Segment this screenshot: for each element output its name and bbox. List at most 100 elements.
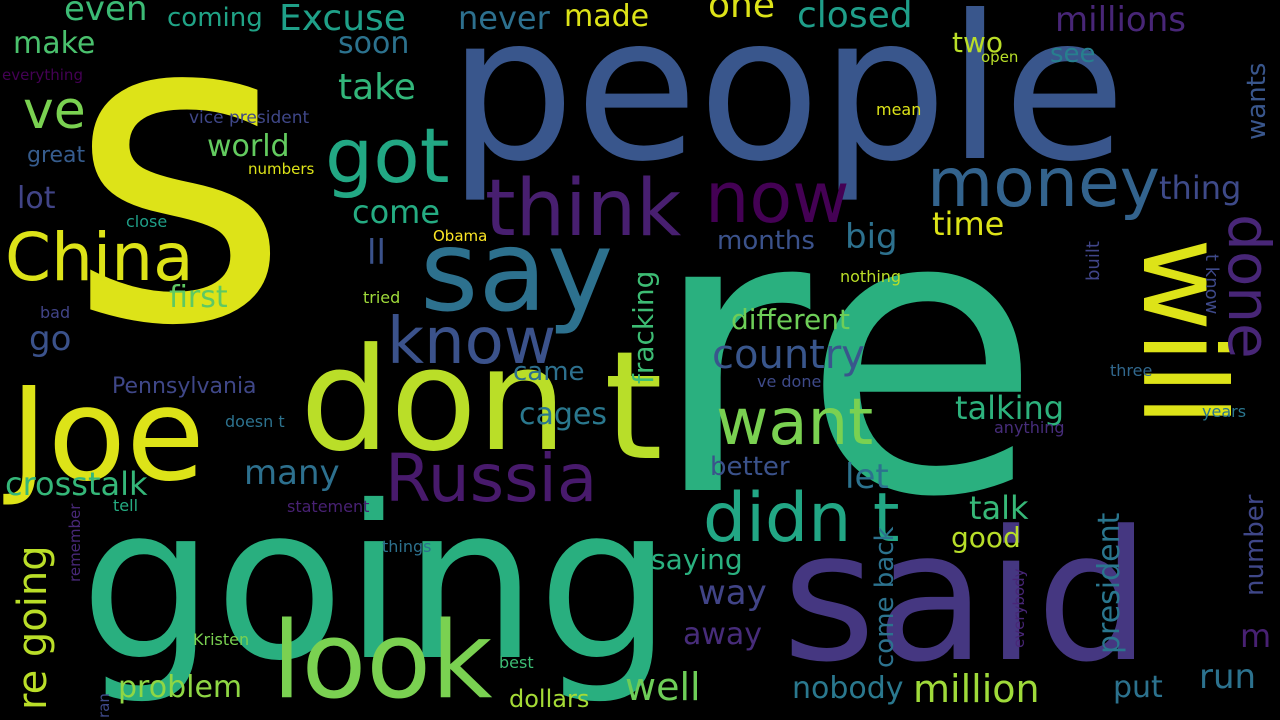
word: know bbox=[387, 305, 557, 379]
word: make bbox=[13, 26, 96, 61]
word: bad bbox=[40, 303, 71, 322]
word: first bbox=[169, 280, 228, 315]
word: time bbox=[932, 205, 1005, 243]
word: close bbox=[126, 212, 168, 231]
word: ve bbox=[23, 81, 86, 141]
word: way bbox=[698, 573, 767, 613]
word: lot bbox=[17, 181, 56, 216]
word: got bbox=[325, 111, 450, 200]
word: money bbox=[927, 144, 1161, 223]
word: away bbox=[683, 617, 763, 652]
word: great bbox=[27, 143, 86, 168]
word: wants bbox=[1242, 62, 1272, 140]
word: want bbox=[716, 386, 874, 460]
word: big bbox=[845, 217, 898, 257]
word: country bbox=[712, 332, 865, 378]
word: Excuse bbox=[279, 0, 406, 39]
word: million bbox=[913, 667, 1040, 711]
word: dollars bbox=[509, 685, 590, 713]
word: come back bbox=[870, 526, 900, 668]
word: China bbox=[5, 219, 194, 296]
word: different bbox=[731, 303, 850, 336]
word: well bbox=[625, 665, 701, 709]
word: Joe bbox=[10, 361, 205, 510]
word: t know bbox=[1201, 254, 1222, 315]
word: numbers bbox=[248, 160, 315, 178]
word: months bbox=[717, 226, 815, 256]
word: say bbox=[420, 207, 614, 337]
word: re bbox=[650, 128, 1042, 582]
word: look bbox=[272, 599, 493, 720]
word: good bbox=[951, 521, 1021, 554]
word: crosstalk bbox=[5, 465, 148, 503]
word: go bbox=[29, 319, 72, 359]
word: soon bbox=[338, 26, 410, 61]
word: built bbox=[1083, 241, 1104, 281]
word: said bbox=[782, 493, 1151, 702]
word: problem bbox=[118, 670, 243, 705]
word: two bbox=[952, 26, 1004, 59]
word: going bbox=[80, 460, 673, 707]
word: think bbox=[485, 164, 682, 254]
word: world bbox=[207, 129, 290, 164]
word: tell bbox=[113, 496, 139, 515]
word: ve done bbox=[757, 372, 822, 391]
word: Obama bbox=[433, 227, 488, 245]
word: mean bbox=[876, 100, 922, 119]
word: three bbox=[1110, 361, 1153, 380]
word: fracking bbox=[627, 270, 660, 384]
word: Kristen bbox=[193, 630, 250, 649]
word: number bbox=[1240, 494, 1270, 596]
word: statement bbox=[287, 497, 370, 516]
word: done bbox=[1215, 214, 1280, 359]
word: nothing bbox=[840, 267, 902, 286]
word: millions bbox=[1055, 0, 1186, 40]
word: talk bbox=[969, 489, 1029, 527]
word: nobody bbox=[792, 671, 904, 706]
word: everything bbox=[2, 66, 83, 84]
word: saying bbox=[651, 543, 743, 576]
word: better bbox=[710, 452, 790, 482]
word: came bbox=[513, 357, 585, 387]
word: come bbox=[352, 193, 441, 231]
word: put bbox=[1113, 670, 1163, 705]
word: m bbox=[1240, 617, 1272, 655]
word: t bbox=[604, 320, 663, 494]
word: vice president bbox=[189, 108, 310, 128]
word: coming bbox=[167, 3, 263, 33]
word: open bbox=[981, 48, 1019, 66]
word: even bbox=[64, 0, 148, 29]
word: doesn t bbox=[225, 412, 285, 431]
word: people bbox=[448, 0, 1126, 206]
word: things bbox=[382, 537, 432, 556]
word: remember bbox=[66, 503, 84, 582]
word: let bbox=[845, 457, 889, 497]
word: don bbox=[300, 318, 568, 483]
word: never bbox=[458, 0, 550, 37]
word: anything bbox=[994, 418, 1065, 437]
word: run bbox=[1199, 657, 1257, 697]
word: tried bbox=[363, 288, 401, 307]
word: didn t bbox=[703, 479, 900, 558]
word: made bbox=[564, 0, 650, 34]
word: president bbox=[1092, 512, 1127, 654]
word: s bbox=[67, 0, 292, 420]
word: Pennsylvania bbox=[112, 374, 257, 399]
word: Russia bbox=[385, 440, 598, 517]
word: everybody bbox=[1010, 568, 1028, 648]
word: cages bbox=[519, 397, 608, 432]
word: best bbox=[499, 653, 534, 672]
word: now bbox=[705, 157, 850, 239]
word: take bbox=[338, 67, 416, 108]
word: ll bbox=[367, 233, 386, 273]
word: talking bbox=[955, 389, 1065, 427]
word: ran bbox=[95, 693, 113, 718]
word: closed bbox=[797, 0, 913, 36]
word: many bbox=[244, 453, 340, 493]
word: re going bbox=[10, 545, 56, 710]
word: years bbox=[1202, 402, 1247, 421]
word: see bbox=[1050, 39, 1096, 69]
word: one bbox=[708, 0, 775, 26]
word: thing bbox=[1159, 169, 1242, 207]
